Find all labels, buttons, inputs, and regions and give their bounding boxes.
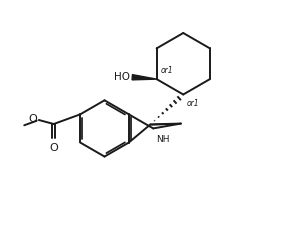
Text: or1: or1 [186,99,199,108]
Text: O: O [28,114,37,124]
Text: HO: HO [114,72,130,82]
Text: or1: or1 [161,66,174,75]
Polygon shape [132,75,156,80]
Text: O: O [49,143,58,153]
Text: NH: NH [156,135,170,144]
